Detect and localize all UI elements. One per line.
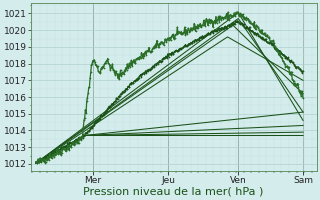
- X-axis label: Pression niveau de la mer( hPa ): Pression niveau de la mer( hPa ): [84, 187, 264, 197]
